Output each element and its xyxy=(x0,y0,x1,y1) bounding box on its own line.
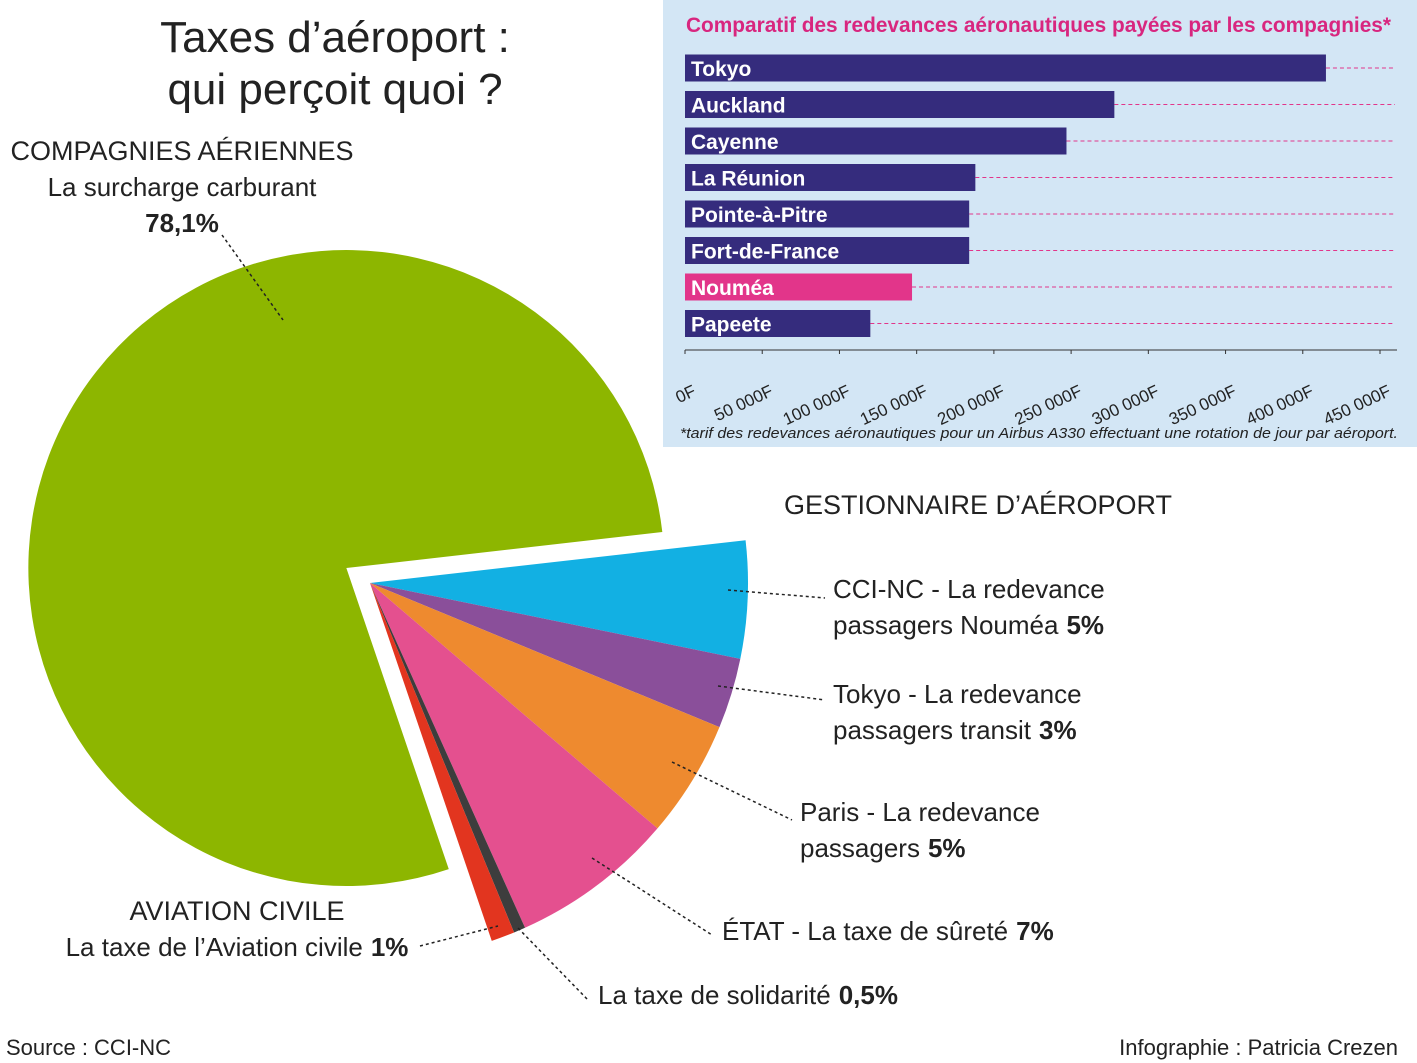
pie-slice xyxy=(28,250,663,887)
bar xyxy=(685,127,1067,155)
slice-label-text: passagers Nouméa xyxy=(833,610,1059,640)
value-label: 7% xyxy=(1016,916,1054,946)
bar-label: Fort-de-France xyxy=(691,241,839,264)
leader-line xyxy=(671,761,793,821)
pie-slice xyxy=(370,583,741,728)
leader-line xyxy=(517,927,589,1001)
pie-slice xyxy=(370,583,526,933)
bar-label: Auckland xyxy=(691,95,786,118)
slice-label: ÉTAT - La taxe de sûreté 7% xyxy=(722,916,1054,946)
slice-label-text: La surcharge carburant xyxy=(48,172,318,202)
source: Source : CCI-NC xyxy=(6,1035,171,1060)
slice-label-text: passagers xyxy=(800,833,920,863)
slice-label-text: CCI-NC - La redevance xyxy=(833,574,1105,604)
slice-label: Paris - La redevance xyxy=(800,797,1040,827)
bar xyxy=(685,54,1326,82)
title-line: Taxes d’aéroport : xyxy=(160,13,510,62)
value-label: 3% xyxy=(1039,715,1077,745)
slice-label-text: ÉTAT - La taxe de sûreté xyxy=(722,916,1008,946)
bar-title: Comparatif des redevances aéronautiques … xyxy=(686,14,1392,37)
leader-line xyxy=(727,589,826,599)
value-label: 5% xyxy=(928,833,966,863)
bar xyxy=(685,273,913,301)
slice-label-text: La taxe de solidarité xyxy=(598,980,831,1010)
title-line: qui perçoit quoi ? xyxy=(167,65,502,114)
slice-label-text: La taxe de l’Aviation civile xyxy=(66,932,363,962)
bar xyxy=(685,200,970,228)
leader-line xyxy=(419,925,499,947)
footnote: *tarif des redevances aéronautiques pour… xyxy=(680,425,1398,442)
bar xyxy=(685,164,976,191)
group-heading: AVIATION CIVILE xyxy=(129,896,344,926)
bar xyxy=(685,310,871,337)
slice-label: La taxe de l’Aviation civile 1% xyxy=(66,932,409,962)
value-label: 1% xyxy=(371,932,409,962)
slice-label: CCI-NC - La redevance xyxy=(833,574,1105,604)
group-heading: GESTIONNAIRE D’AÉROPORT xyxy=(784,490,1172,520)
value-label: 78,1% xyxy=(145,208,219,238)
pie-slice xyxy=(370,540,748,659)
slice-label: La surcharge carburant xyxy=(48,172,318,202)
slice-label: passagers transit 3% xyxy=(833,715,1077,745)
slice-label: Tokyo - La redevance xyxy=(833,679,1082,709)
bar-label: Cayenne xyxy=(691,131,779,154)
bar-label: La Réunion xyxy=(691,168,805,191)
pie-slice xyxy=(370,583,720,829)
slice-label-text: passagers transit xyxy=(833,715,1032,745)
pie-slice xyxy=(370,583,658,928)
bar-label: Tokyo xyxy=(691,58,751,81)
credit: Infographie : Patricia Crezen xyxy=(1119,1035,1398,1060)
bar-label: Pointe-à-Pitre xyxy=(691,204,828,227)
slice-label: passagers Nouméa 5% xyxy=(833,610,1104,640)
bar-label: Papeete xyxy=(691,314,772,337)
bar xyxy=(685,91,1115,118)
slice-label-text: Tokyo - La redevance xyxy=(833,679,1082,709)
slice-label: La taxe de solidarité 0,5% xyxy=(598,980,898,1010)
value-label: 5% xyxy=(1066,610,1104,640)
bar xyxy=(685,237,970,264)
pie-slice xyxy=(370,583,515,941)
slice-label: passagers 5% xyxy=(800,833,966,863)
value-label: 0,5% xyxy=(839,980,898,1010)
slice-label-text: Paris - La redevance xyxy=(800,797,1040,827)
bar-label: Nouméa xyxy=(691,277,774,300)
group-heading: COMPAGNIES AÉRIENNES xyxy=(10,136,353,166)
